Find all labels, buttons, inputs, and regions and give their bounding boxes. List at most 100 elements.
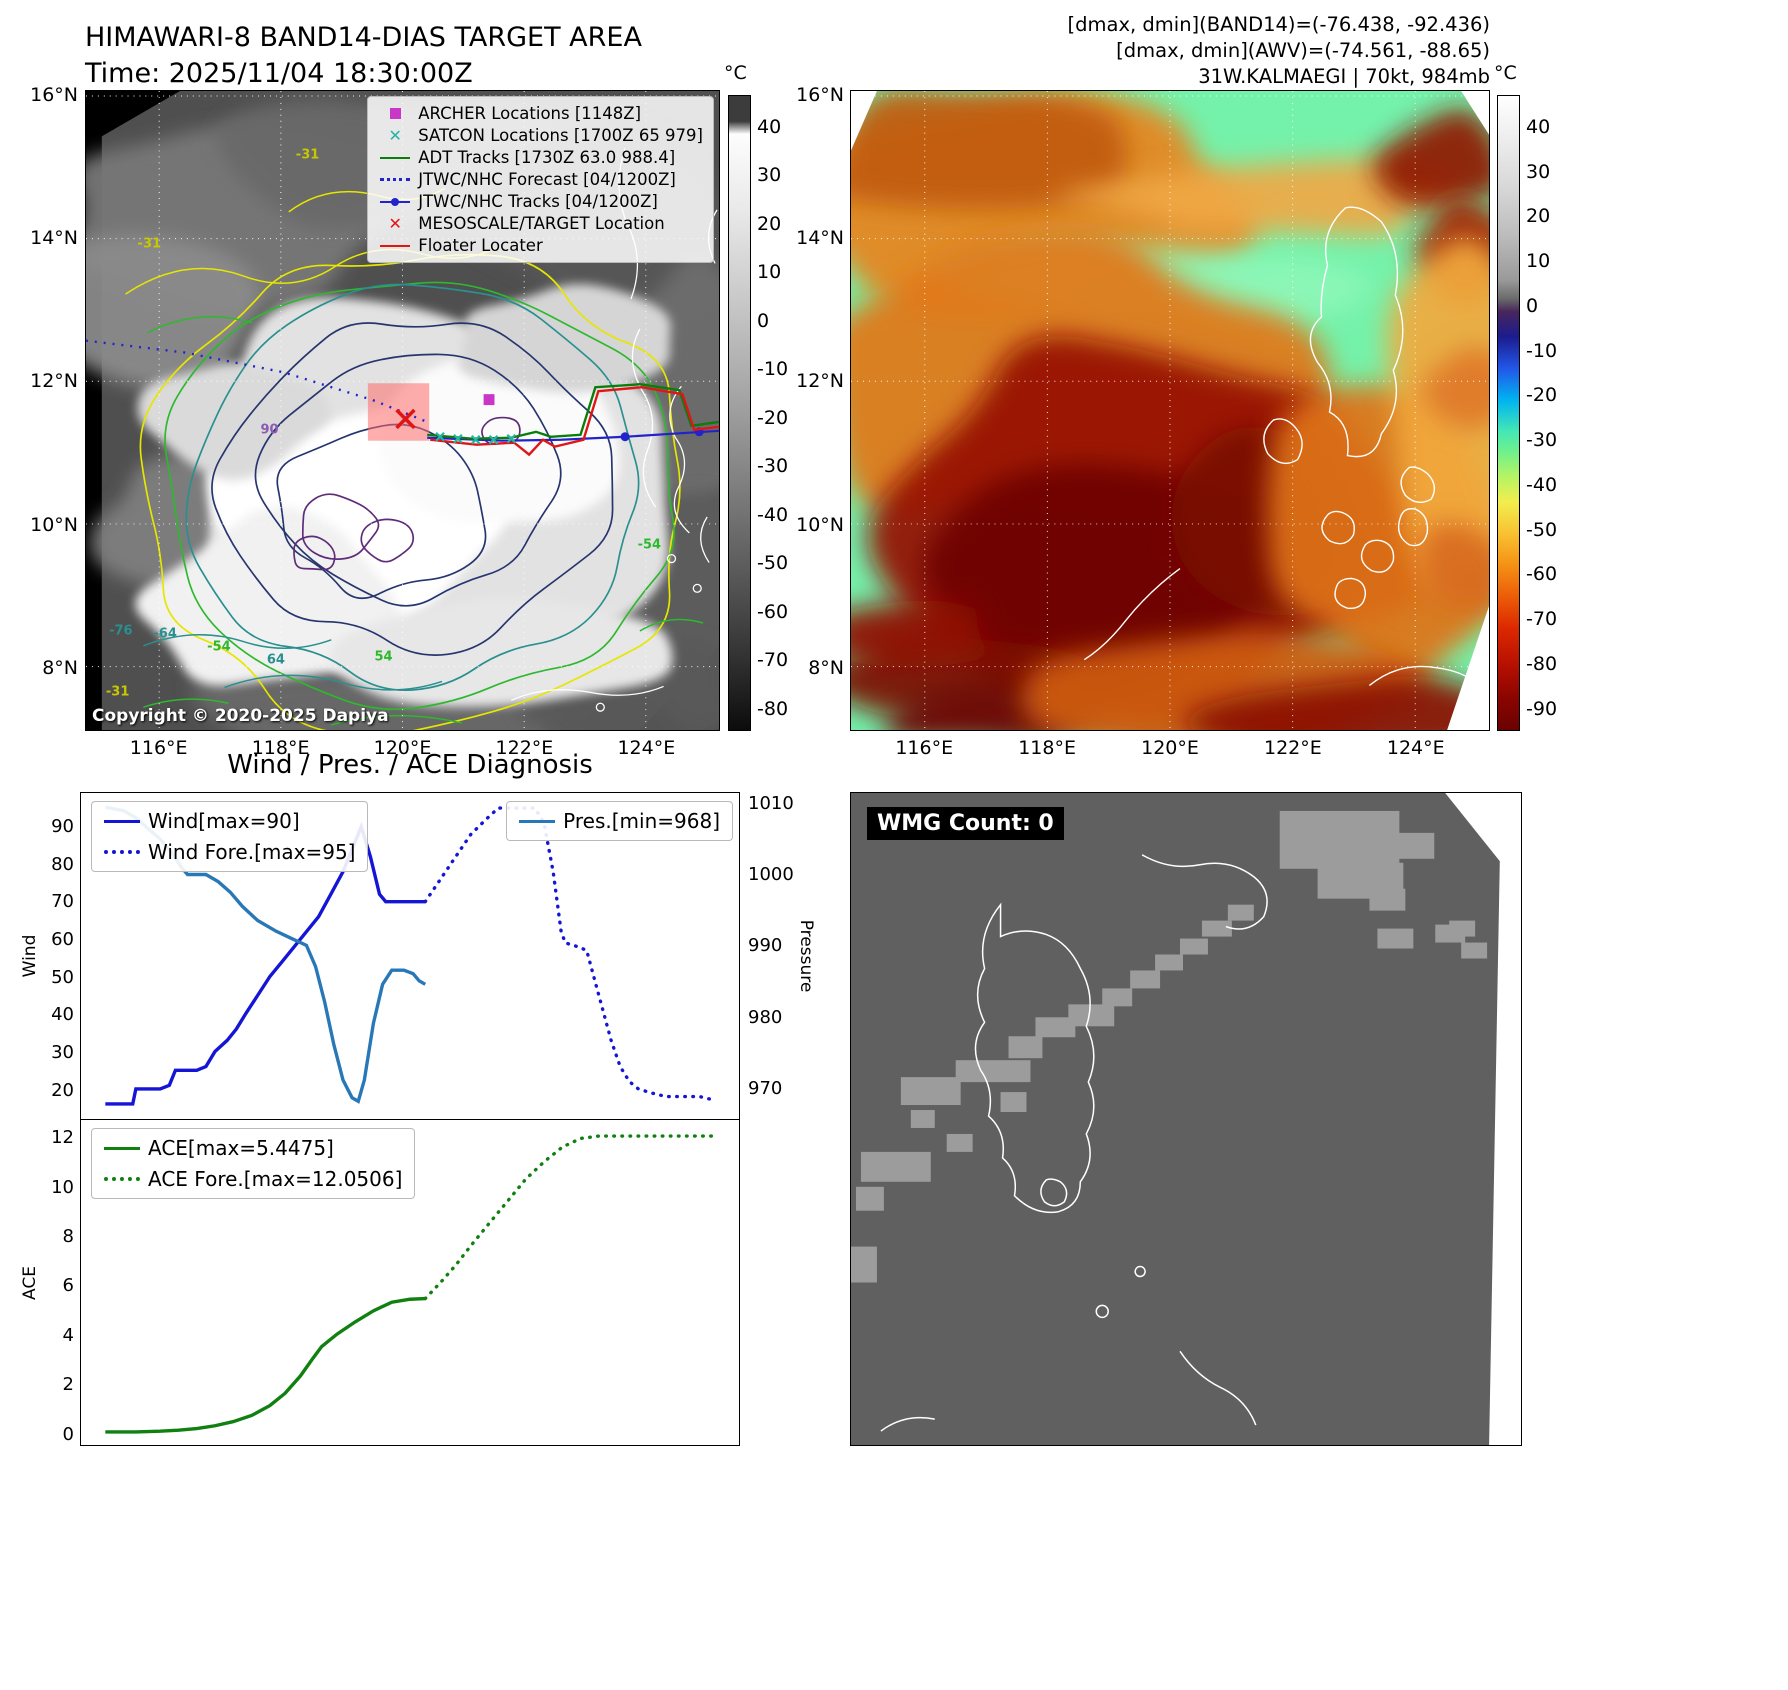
awv-header: [dmax, dmin](BAND14)=(-76.438, -92.436) … <box>900 12 1490 90</box>
ace-axis-tick: 4 <box>62 1325 74 1346</box>
ace-forecast-dotted-icon <box>104 1177 140 1181</box>
awv-colorbar-tick: 0 <box>1526 295 1539 317</box>
wind-legend: Wind[max=90] Wind Fore.[max=95] <box>91 801 369 872</box>
band14-time: Time: 2025/11/04 18:30:00Z <box>85 57 473 89</box>
wind-axis-tick: 30 <box>51 1042 74 1063</box>
contour-label: 64 <box>266 652 285 668</box>
band14-colorbar-tick: -20 <box>757 407 789 429</box>
awv-colorbar-tick: -40 <box>1526 474 1558 496</box>
floater-line-icon <box>378 237 412 255</box>
band14-colorbar-tick: -10 <box>757 358 789 380</box>
awv-lat-tick: 14°N <box>796 227 844 249</box>
ace-chart: ACE[max=5.4475] ACE Fore.[max=12.0506] <box>80 1120 740 1446</box>
band14-title-block: HIMAWARI-8 BAND14-DIAS TARGET AREA Time:… <box>85 20 642 91</box>
pressure-line-icon <box>519 819 556 823</box>
awv-lon-tick: 124°E <box>1386 737 1445 759</box>
diagnosis-title: Wind / Pres. / ACE Diagnosis <box>227 750 593 780</box>
band14-colorbar-tick: 0 <box>757 310 770 332</box>
pressure-axis-tick: 970 <box>748 1078 783 1099</box>
awv-lat-tick: 12°N <box>796 370 844 392</box>
awv-lat-tick: 8°N <box>808 657 844 679</box>
awv-lat-tick: 10°N <box>796 514 844 536</box>
band14-colorbar-unit: °C <box>724 62 747 84</box>
band14-colorbar-tick: -80 <box>757 698 789 720</box>
wind-axis-tick: 50 <box>51 967 74 988</box>
awv-colorbar-tick: -60 <box>1526 563 1558 585</box>
ace-plot-area <box>105 1134 717 1434</box>
awv-lat-tick: 16°N <box>796 84 844 106</box>
band14-legend: ARCHER Locations [1148Z] ✕ SATCON Locatio… <box>367 96 714 263</box>
band14-colorbar-tick: 10 <box>757 261 782 283</box>
dmax-dmin-band14: [dmax, dmin](BAND14)=(-76.438, -92.436) <box>1067 13 1490 36</box>
legend-item-archer: ARCHER Locations [1148Z] <box>378 104 703 123</box>
band14-lat-tick: 8°N <box>42 657 78 679</box>
ace-legend: ACE[max=5.4475] ACE Fore.[max=12.0506] <box>91 1128 416 1199</box>
awv-lon-tick: 120°E <box>1141 737 1199 759</box>
contour-label: -76 <box>109 623 133 639</box>
series-line <box>105 1296 426 1434</box>
pressure-axis-tick: 1010 <box>748 793 794 814</box>
band14-title: HIMAWARI-8 BAND14-DIAS TARGET AREA <box>85 22 642 53</box>
pressure-axis-tick: 1000 <box>748 864 794 885</box>
pressure-legend-item: Pres.[min=968] <box>519 809 720 833</box>
wind-forecast-legend-item: Wind Fore.[max=95] <box>104 840 355 864</box>
band14-lon-tick: 120°E <box>373 737 432 759</box>
awv-colorbar-tick: -50 <box>1526 519 1558 541</box>
wind-axis-tick: 60 <box>51 929 74 950</box>
wind-axis-tick: 20 <box>51 1080 74 1101</box>
wind-axis-tick: 90 <box>51 816 74 837</box>
band14-colorbar-tick: 40 <box>757 116 782 138</box>
band14-colorbar <box>728 95 751 731</box>
wind-legend-item: Wind[max=90] <box>104 809 355 833</box>
contour-label: -54 <box>637 537 662 553</box>
band14-colorbar-tick: -70 <box>757 649 789 671</box>
ace-legend-item: ACE[max=5.4475] <box>104 1136 402 1160</box>
contour-label: -54 <box>207 639 231 655</box>
band14-lon-tick: 122°E <box>495 737 554 759</box>
wind-forecast-dotted-icon <box>104 850 140 854</box>
contour-label: -31 <box>295 147 320 163</box>
awv-colorbar-tick: 20 <box>1526 205 1551 227</box>
contour-label: 54 <box>374 649 393 664</box>
band14-colorbar-tick: 20 <box>757 213 782 235</box>
awv-colorbar-tick: -20 <box>1526 384 1558 406</box>
legend-item-tracks: JTWC/NHC Tracks [04/1200Z] <box>378 192 703 211</box>
ace-axis-tick: 12 <box>51 1127 74 1148</box>
dmax-dmin-awv: [dmax, dmin](AWV)=(-74.561, -88.65) <box>1116 38 1490 62</box>
wmg-map-panel: WMG Count: 0 <box>850 792 1522 1446</box>
band14-colorbar-tick: -50 <box>757 552 789 574</box>
archer-square-icon <box>378 105 412 123</box>
wind-pressure-chart: Wind[max=90] Wind Fore.[max=95] Pres.[mi… <box>80 792 740 1120</box>
awv-colorbar-tick: 40 <box>1526 116 1551 138</box>
track-line-dot-icon <box>378 193 412 211</box>
awv-lon-tick: 118°E <box>1018 737 1076 759</box>
series-line <box>423 1134 717 1301</box>
ace-axis-tick: 10 <box>51 1177 74 1198</box>
contour-label: -31 <box>105 684 130 700</box>
band14-lon-tick: 116°E <box>129 737 188 759</box>
awv-colorbar-tick: -10 <box>1526 340 1558 362</box>
wmg-map <box>851 793 1521 1445</box>
pressure-axis-tick: 980 <box>748 1007 783 1028</box>
mesoscale-x-icon: ✕ <box>388 213 402 233</box>
series-line <box>423 806 717 1102</box>
forecast-dotted-icon <box>378 171 412 189</box>
pressure-axis-label: Pressure <box>796 919 816 993</box>
band14-colorbar-tick: -60 <box>757 601 789 623</box>
band14-colorbar-tick: 30 <box>757 164 782 186</box>
contour-label: -64 <box>153 626 177 642</box>
satcon-x-icon: ✕ <box>388 125 402 145</box>
awv-map-panel <box>850 90 1490 731</box>
awv-colorbar-tick: -80 <box>1526 653 1558 675</box>
legend-item-satcon: ✕ SATCON Locations [1700Z 65 979] <box>378 126 703 145</box>
ace-axis-tick: 8 <box>62 1226 74 1247</box>
awv-colorbar-unit: °C <box>1494 62 1517 84</box>
contour-label: -31 <box>137 236 162 252</box>
band14-lat-tick: 14°N <box>30 227 78 249</box>
contour-label: 90 <box>260 422 279 438</box>
ace-axis-tick: 2 <box>62 1374 74 1395</box>
wind-line-icon <box>104 819 140 823</box>
ace-forecast-legend-item: ACE Fore.[max=12.0506] <box>104 1167 402 1191</box>
legend-item-adt: ADT Tracks [1730Z 63.0 988.4] <box>378 148 703 167</box>
